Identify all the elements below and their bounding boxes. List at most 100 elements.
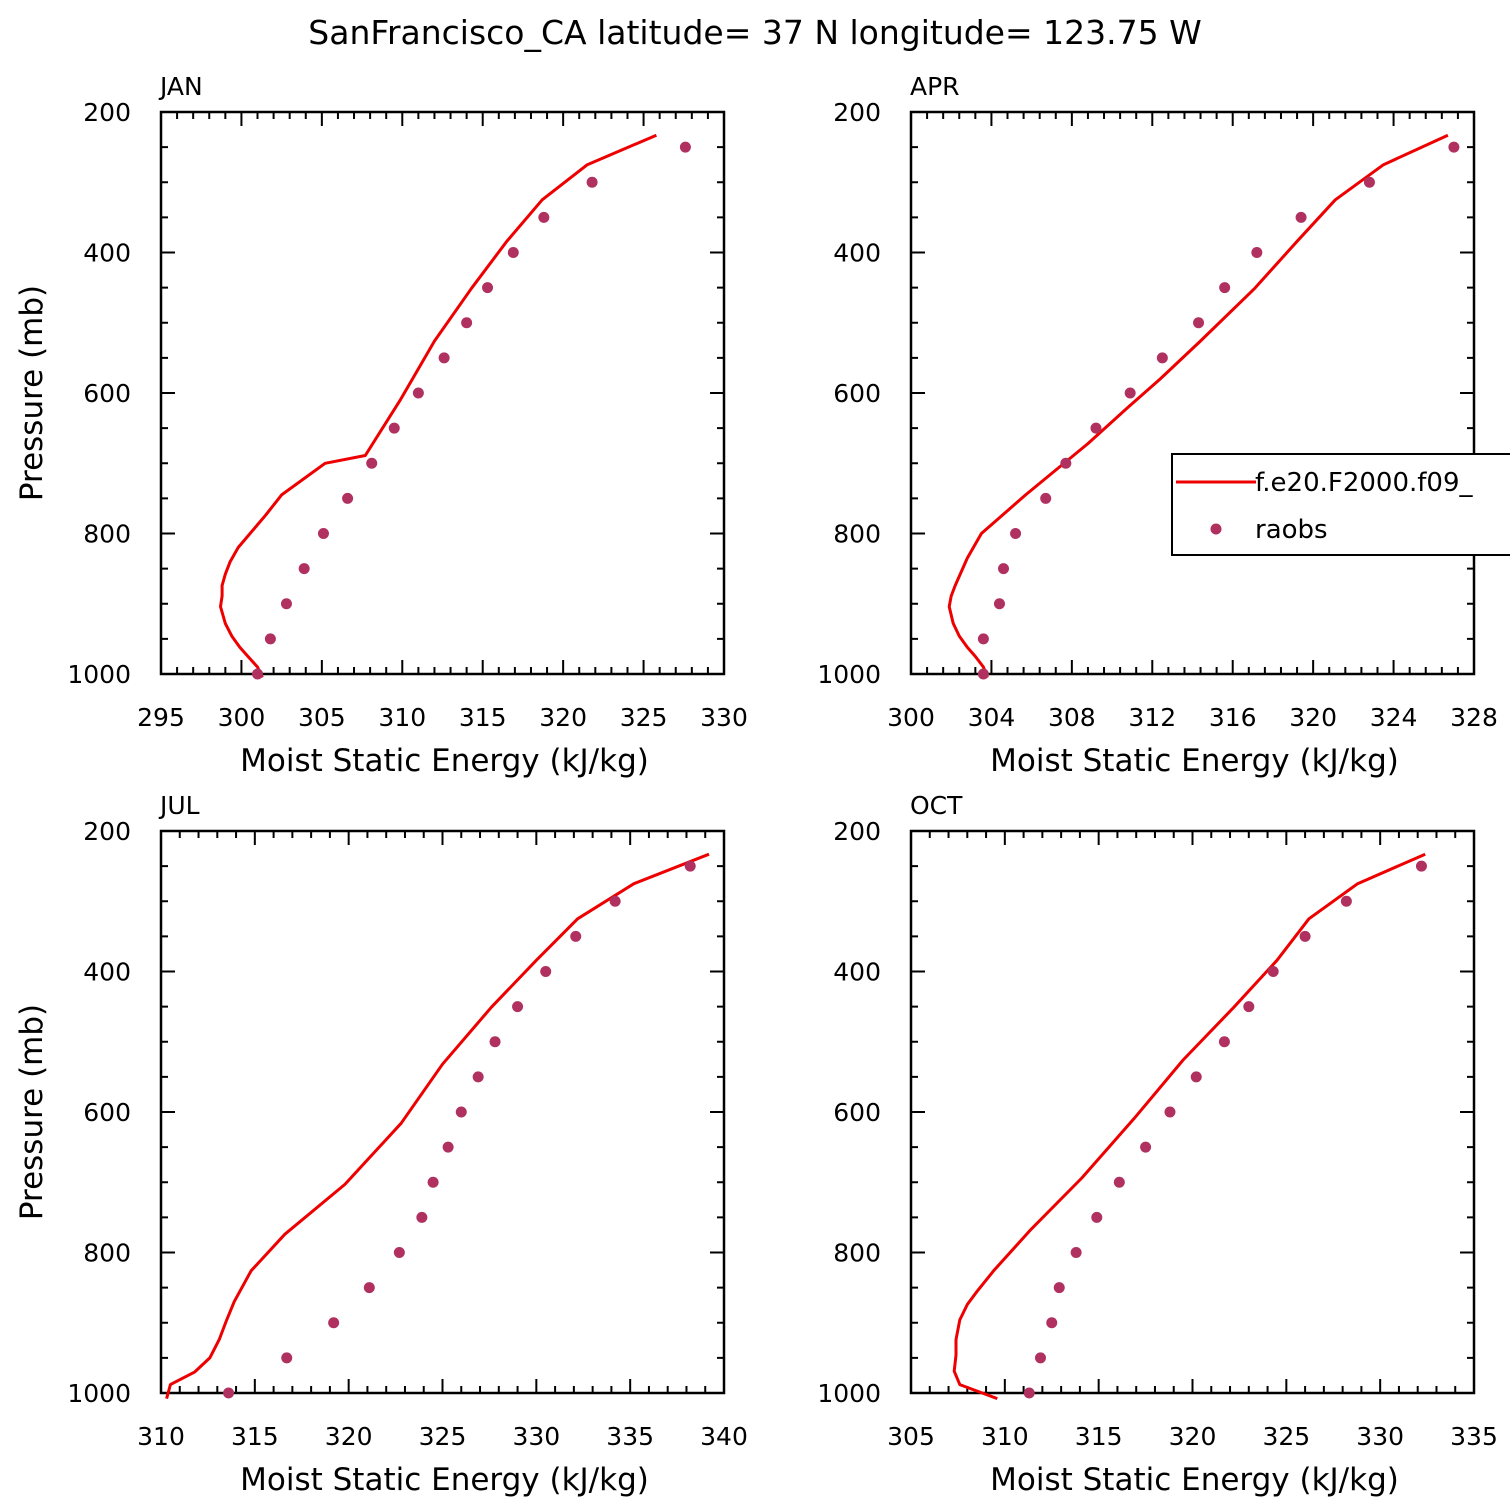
raobs-point <box>1046 1317 1058 1329</box>
raobs-point <box>993 598 1005 610</box>
raobs-point <box>1060 457 1072 469</box>
raobs-point <box>1218 1036 1230 1048</box>
figure-title: SanFrancisco_CA latitude= 37 N longitude… <box>308 13 1201 52</box>
x-tick-label: 300 <box>218 703 266 732</box>
y-tick-label: 600 <box>83 1098 131 1127</box>
raobs-point <box>1140 1141 1152 1153</box>
panel-label: OCT <box>910 791 963 820</box>
legend-label: f.e20.F2000.f09_ <box>1255 468 1473 498</box>
raobs-point <box>1156 352 1168 364</box>
y-tick-label: 800 <box>83 520 131 549</box>
raobs-point <box>427 1176 439 1188</box>
x-tick-label: 310 <box>981 1422 1029 1451</box>
x-axis-label: Moist Static Energy (kJ/kg) <box>240 743 649 779</box>
raobs-point <box>412 387 424 399</box>
y-tick-label: 800 <box>833 1239 881 1268</box>
x-tick-label: 295 <box>137 703 185 732</box>
y-tick-label: 200 <box>833 817 881 846</box>
raobs-point <box>586 176 598 188</box>
raobs-point <box>997 563 1009 575</box>
raobs-point <box>1113 1176 1125 1188</box>
raobs-point <box>1363 176 1375 188</box>
raobs-point <box>393 1247 405 1258</box>
legend-label: raobs <box>1255 515 1328 545</box>
raobs-point <box>252 668 264 680</box>
raobs-point <box>1340 895 1352 907</box>
y-tick-label: 1000 <box>67 660 131 689</box>
raobs-point <box>1267 966 1279 977</box>
model-profile-line <box>219 133 657 679</box>
x-tick-label: 325 <box>419 1422 467 1451</box>
x-tick-label: 300 <box>887 703 935 732</box>
raobs-point <box>1040 492 1052 504</box>
plot-frame <box>909 110 1476 676</box>
x-tick-label: 310 <box>137 1422 185 1451</box>
panel-oct: OCT 305 310 315 320 325 330 335 200 400 600 800 1000… <box>817 791 1497 1498</box>
y-tick-label: 400 <box>833 958 881 987</box>
x-axis-label: Moist Static Energy (kJ/kg) <box>990 1462 1399 1498</box>
raobs-point <box>342 492 354 504</box>
y-tick-label: 200 <box>83 98 131 127</box>
raobs-point <box>684 860 696 872</box>
raobs-point <box>1010 528 1022 539</box>
legend-box <box>1171 453 1510 556</box>
raobs-point <box>512 1001 524 1013</box>
y-axis-label: Pressure (mb) <box>14 285 50 501</box>
raobs-point <box>472 1071 484 1083</box>
legend: f.e20.F2000.f09_raobs <box>1171 453 1510 556</box>
y-tick-label: 800 <box>83 1239 131 1268</box>
raobs-point <box>264 633 276 645</box>
raobs-point <box>1193 317 1205 329</box>
raobs-point <box>489 1036 501 1048</box>
x-tick-label: 330 <box>700 703 748 732</box>
y-tick-label: 200 <box>833 98 881 127</box>
raobs-point <box>1023 1387 1035 1399</box>
raobs-point <box>416 1211 428 1223</box>
plot-frame <box>159 110 726 676</box>
y-tick-label: 600 <box>83 379 131 408</box>
y-tick-label: 400 <box>833 239 881 268</box>
y-tick-label: 200 <box>83 817 131 846</box>
x-tick-label: 320 <box>1169 1422 1217 1451</box>
x-tick-label: 304 <box>968 703 1016 732</box>
x-tick-label: 320 <box>1289 703 1337 732</box>
y-axis-label: Pressure (mb) <box>14 1004 50 1220</box>
raobs-point <box>1164 1106 1176 1118</box>
x-tick-label: 305 <box>298 703 346 732</box>
x-tick-label: 340 <box>700 1422 748 1451</box>
raobs-point <box>455 1106 467 1118</box>
x-tick-label: 330 <box>1356 1422 1404 1451</box>
raobs-point <box>538 211 550 223</box>
x-tick-label: 312 <box>1128 703 1176 732</box>
raobs-point <box>1448 141 1460 153</box>
raobs-point <box>570 930 582 942</box>
raobs-point <box>540 966 552 977</box>
raobs-point <box>388 422 400 434</box>
x-tick-label: 330 <box>512 1422 560 1451</box>
x-tick-label: 335 <box>1450 1422 1498 1451</box>
panels: JAN 295 300 305 310 315 320 325 330 200 400 600 800 1… <box>14 72 1498 1498</box>
raobs-point <box>442 1141 454 1153</box>
x-tick-label: 315 <box>1075 1422 1123 1451</box>
raobs-point <box>1415 860 1427 872</box>
raobs-point <box>1090 422 1102 434</box>
x-tick-label: 310 <box>378 703 426 732</box>
y-tick-label: 600 <box>833 379 881 408</box>
y-tick-label: 400 <box>83 239 131 268</box>
raobs-point <box>1053 1282 1065 1294</box>
raobs-point <box>461 317 473 329</box>
raobs-point <box>1070 1247 1082 1258</box>
x-tick-label: 316 <box>1209 703 1257 732</box>
x-axis-label: Moist Static Energy (kJ/kg) <box>990 743 1399 779</box>
panel-apr: APR 300 304 308 312 316 320 324 328 200 400 600 800 1… <box>817 72 1497 779</box>
panel-jul: JUL 310 315 320 325 330 335 340 200 400 600 800 1000… <box>14 791 748 1498</box>
raobs-point <box>298 563 310 575</box>
y-tick-label: 1000 <box>817 1379 881 1408</box>
panel-label: JAN <box>158 72 203 101</box>
panel-jan: JAN 295 300 305 310 315 320 325 330 200 400 600 800 1… <box>14 72 748 779</box>
y-tick-label: 1000 <box>67 1379 131 1408</box>
raobs-point <box>1124 387 1136 399</box>
raobs-point <box>438 352 450 364</box>
raobs-point <box>1190 1071 1202 1083</box>
